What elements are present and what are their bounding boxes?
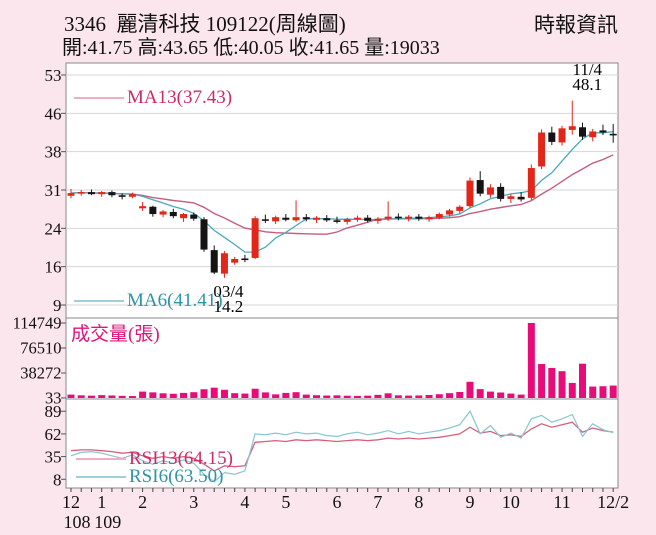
svg-text:46: 46 bbox=[45, 104, 62, 123]
ohlc-quote-line: 開:41.75 高:43.65 低:40.05 收:41.65 量:19033 bbox=[62, 37, 440, 59]
rsi6-legend: RSI6(63.50) bbox=[76, 467, 223, 486]
svg-text:76510: 76510 bbox=[20, 338, 61, 357]
svg-text:5: 5 bbox=[281, 492, 290, 512]
svg-text:38: 38 bbox=[45, 143, 62, 162]
high-date-label: 11/4 bbox=[572, 60, 603, 79]
svg-text:9: 9 bbox=[53, 296, 62, 315]
svg-text:31: 31 bbox=[45, 181, 62, 200]
svg-text:33: 33 bbox=[45, 388, 62, 407]
svg-text:16: 16 bbox=[45, 258, 62, 277]
low-date-label: 03/4 bbox=[213, 282, 244, 301]
svg-text:2: 2 bbox=[138, 492, 147, 512]
rsi13-line-swatch bbox=[76, 457, 126, 460]
svg-text:108: 108 bbox=[64, 512, 91, 532]
svg-text:1: 1 bbox=[97, 492, 106, 512]
ma6-legend: MA6(41.41) bbox=[74, 291, 223, 310]
svg-text:9: 9 bbox=[465, 492, 474, 512]
svg-text:8: 8 bbox=[53, 470, 62, 489]
svg-text:3: 3 bbox=[189, 492, 198, 512]
svg-text:89: 89 bbox=[45, 402, 62, 421]
high-point-annotation: 11/4 48.1 bbox=[572, 60, 603, 94]
ma13-legend-label: MA13(37.43) bbox=[127, 87, 233, 108]
ma6-line-swatch bbox=[74, 299, 124, 302]
low-point-annotation: 03/4 14.2 bbox=[213, 282, 244, 316]
svg-text:7: 7 bbox=[373, 492, 382, 512]
ma6-legend-label: MA6(41.41) bbox=[127, 290, 223, 311]
svg-text:38272: 38272 bbox=[20, 363, 61, 382]
svg-text:109: 109 bbox=[94, 512, 121, 532]
svg-text:62: 62 bbox=[45, 425, 62, 444]
svg-text:4: 4 bbox=[240, 492, 249, 512]
svg-text:10: 10 bbox=[502, 492, 520, 512]
svg-text:8: 8 bbox=[414, 492, 423, 512]
svg-text:12/2: 12/2 bbox=[597, 492, 629, 512]
svg-text:53: 53 bbox=[45, 66, 62, 85]
rsi6-legend-label: RSI6(63.50) bbox=[129, 466, 224, 487]
high-price-label: 48.1 bbox=[572, 75, 603, 94]
svg-text:6: 6 bbox=[332, 492, 341, 512]
svg-text:114749: 114749 bbox=[13, 314, 62, 333]
ma13-line-swatch bbox=[74, 96, 124, 99]
rsi13-legend: RSI13(64.15) bbox=[76, 449, 233, 468]
rsi13-legend-label: RSI13(64.15) bbox=[129, 448, 233, 469]
source-label: 時報資訊 bbox=[534, 13, 618, 37]
svg-text:11: 11 bbox=[553, 492, 570, 512]
chart-title: 3346 麗清科技 109122(周線圖) bbox=[64, 12, 346, 36]
svg-text:12: 12 bbox=[62, 492, 80, 512]
rsi6-line-swatch bbox=[76, 475, 126, 478]
svg-text:35: 35 bbox=[45, 448, 62, 467]
low-price-label: 14.2 bbox=[213, 297, 244, 316]
svg-text:24: 24 bbox=[45, 219, 63, 238]
ma13-legend: MA13(37.43) bbox=[74, 88, 232, 107]
volume-panel-label: 成交量(張) bbox=[71, 324, 160, 345]
